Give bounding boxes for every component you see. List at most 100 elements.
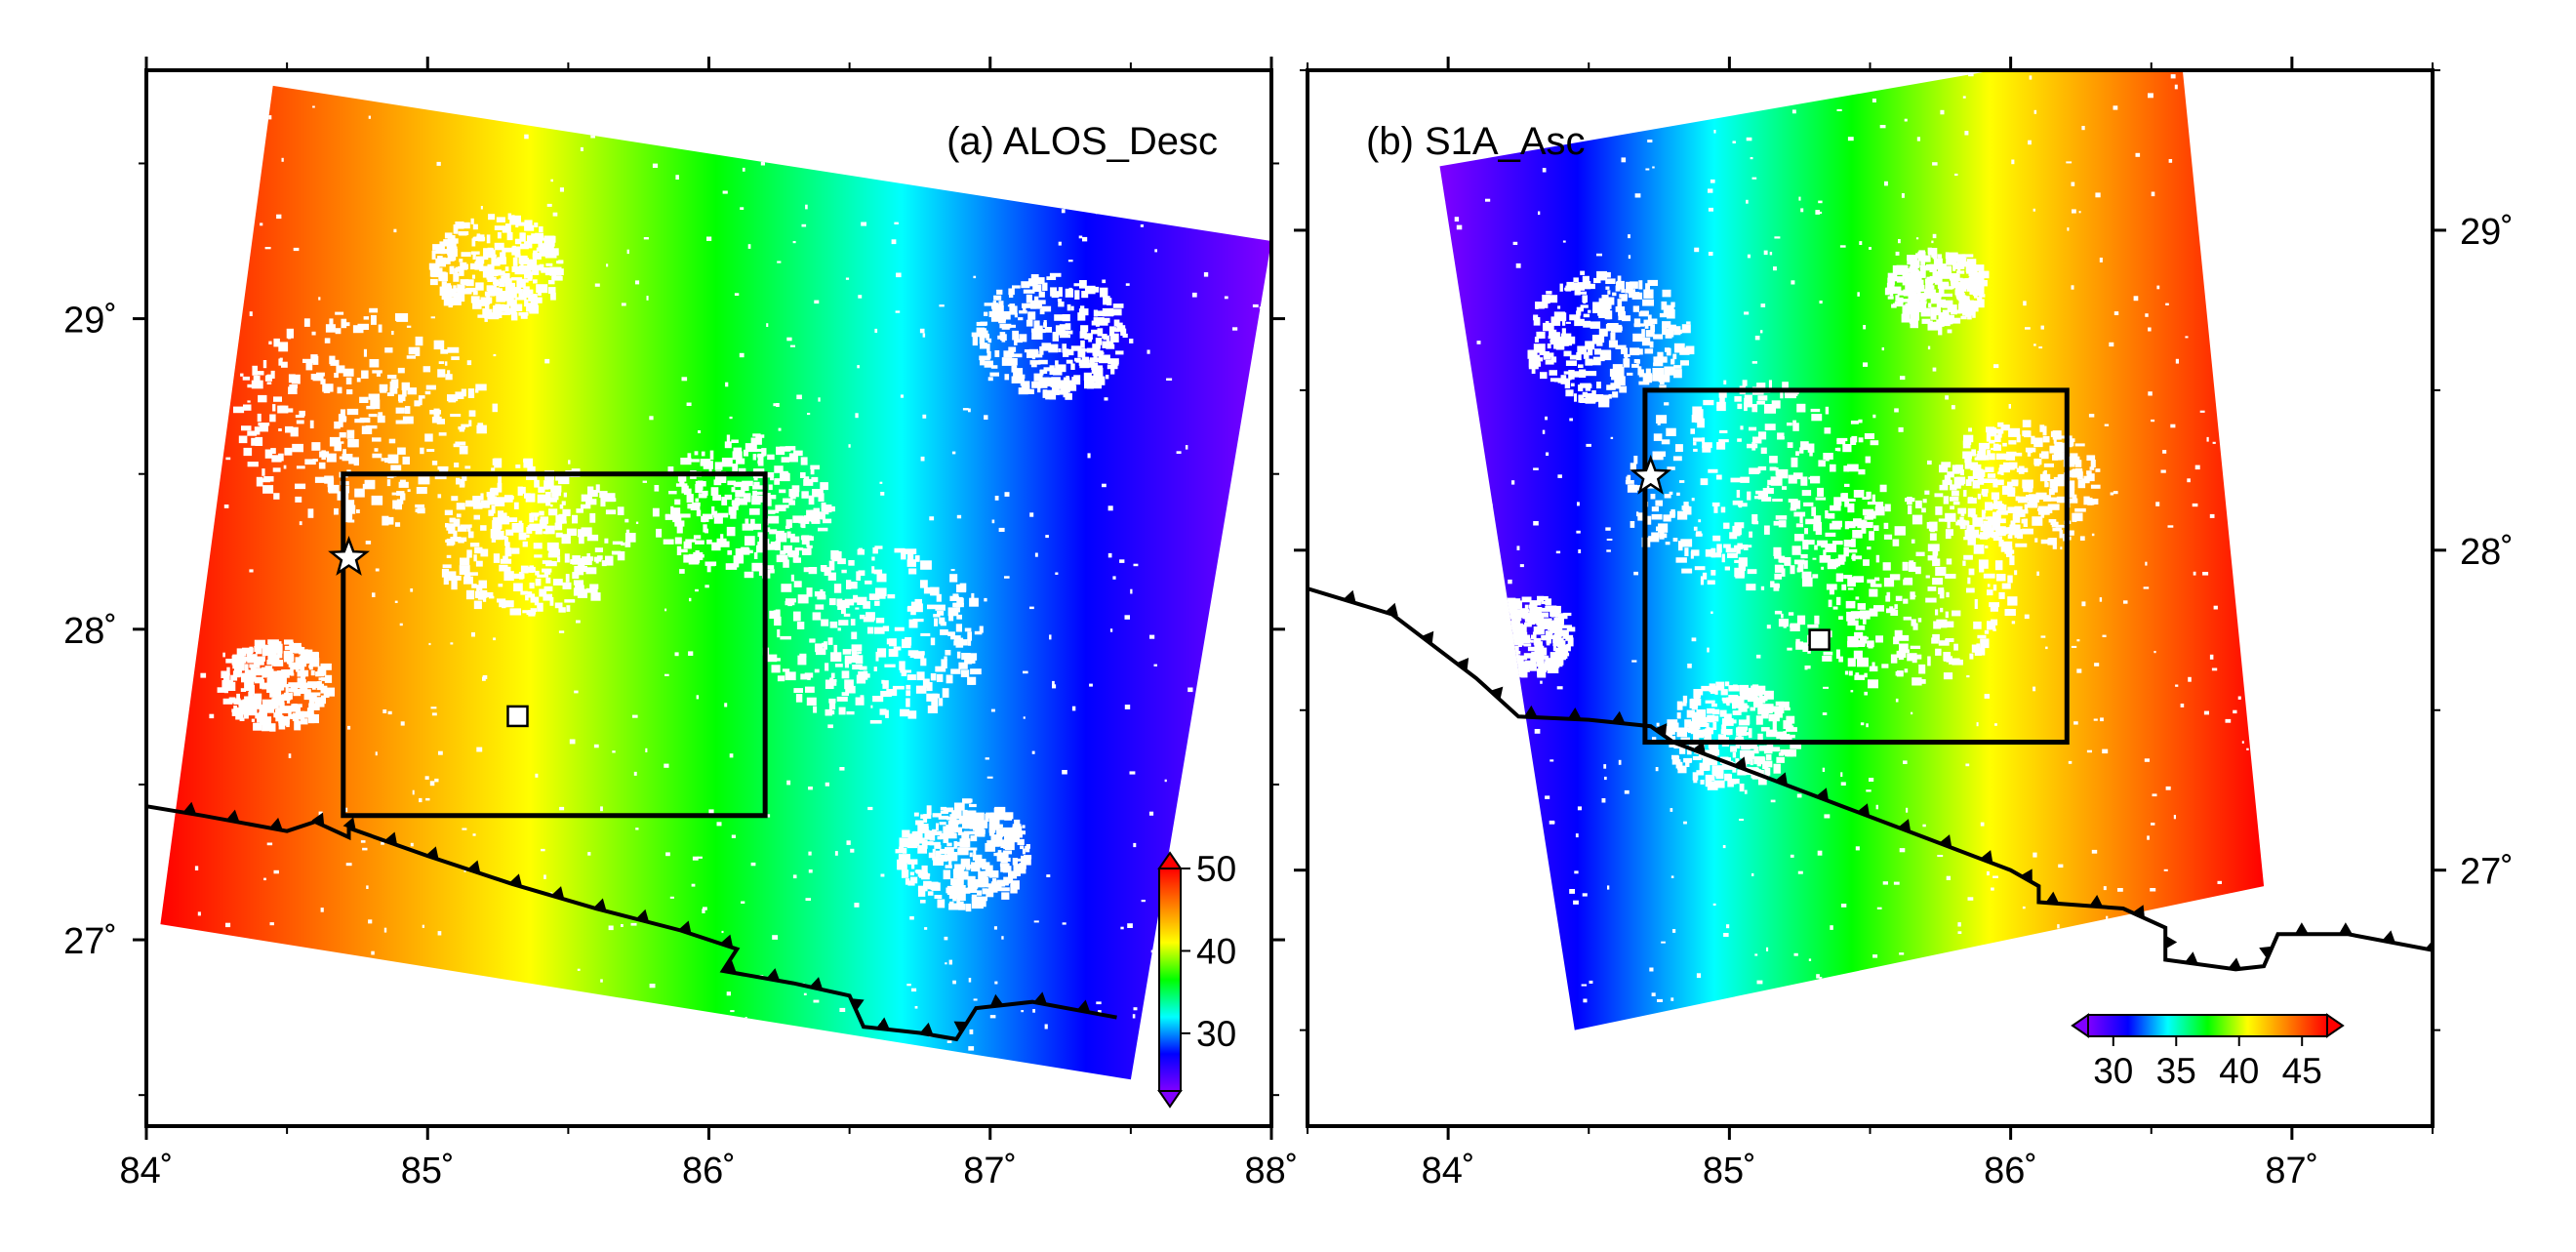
incoherent-pixel bbox=[1879, 484, 1887, 493]
incoherent-pixel bbox=[273, 869, 279, 874]
incoherent-pixel bbox=[986, 343, 990, 353]
incoherent-pixel bbox=[2165, 303, 2169, 305]
incoherent-pixel bbox=[1675, 759, 1681, 769]
incoherent-pixel bbox=[451, 356, 460, 360]
incoherent-pixel bbox=[1014, 869, 1021, 876]
incoherent-pixel bbox=[731, 487, 736, 493]
incoherent-pixel bbox=[1589, 980, 1593, 984]
incoherent-pixel bbox=[1776, 756, 1785, 763]
incoherent-pixel bbox=[1883, 578, 1895, 587]
incoherent-pixel bbox=[1075, 359, 1080, 363]
incoherent-pixel bbox=[1856, 641, 1866, 646]
incoherent-pixel bbox=[689, 597, 692, 602]
incoherent-pixel bbox=[1511, 721, 1516, 726]
incoherent-pixel bbox=[1649, 967, 1654, 972]
incoherent-pixel bbox=[1760, 586, 1765, 590]
incoherent-pixel bbox=[1592, 356, 1605, 362]
incoherent-pixel bbox=[1679, 703, 1687, 707]
incoherent-pixel bbox=[1558, 613, 1568, 620]
incoherent-pixel bbox=[257, 413, 262, 423]
incoherent-pixel bbox=[1808, 958, 1812, 961]
incoherent-pixel bbox=[897, 862, 906, 870]
incoherent-pixel bbox=[2180, 704, 2185, 707]
incoherent-pixel bbox=[1096, 310, 1107, 317]
incoherent-pixel bbox=[997, 850, 1002, 855]
incoherent-pixel bbox=[975, 812, 985, 823]
incoherent-pixel bbox=[1517, 641, 1522, 647]
incoherent-pixel bbox=[1524, 604, 1529, 609]
incoherent-pixel bbox=[1795, 451, 1799, 456]
incoherent-pixel bbox=[374, 448, 379, 452]
incoherent-pixel bbox=[2205, 185, 2211, 190]
incoherent-pixel bbox=[999, 1077, 1006, 1080]
incoherent-pixel bbox=[965, 904, 972, 912]
incoherent-pixel bbox=[2091, 849, 2098, 854]
incoherent-pixel bbox=[1017, 838, 1025, 845]
incoherent-pixel bbox=[804, 520, 810, 524]
incoherent-pixel bbox=[797, 655, 807, 666]
incoherent-pixel bbox=[550, 248, 559, 256]
incoherent-pixel bbox=[221, 670, 230, 678]
incoherent-pixel bbox=[1869, 531, 1874, 541]
incoherent-pixel bbox=[899, 846, 905, 851]
incoherent-pixel bbox=[645, 747, 648, 752]
incoherent-pixel bbox=[244, 704, 257, 708]
incoherent-pixel bbox=[1735, 702, 1743, 708]
incoherent-pixel bbox=[741, 481, 749, 491]
incoherent-pixel bbox=[907, 859, 918, 865]
incoherent-pixel bbox=[877, 648, 887, 658]
incoherent-pixel bbox=[733, 555, 745, 564]
incoherent-pixel bbox=[1564, 287, 1574, 291]
incoherent-pixel bbox=[486, 271, 490, 280]
incoherent-pixel bbox=[1680, 360, 1689, 366]
incoherent-pixel bbox=[1764, 424, 1776, 430]
incoherent-pixel bbox=[1115, 350, 1124, 355]
incoherent-pixel bbox=[1023, 289, 1035, 294]
incoherent-pixel bbox=[901, 869, 909, 878]
incoherent-pixel bbox=[368, 115, 371, 119]
incoherent-pixel bbox=[459, 426, 464, 432]
incoherent-pixel bbox=[2113, 491, 2118, 495]
incoherent-pixel bbox=[1906, 276, 1912, 286]
incoherent-pixel bbox=[1793, 559, 1805, 565]
incoherent-pixel bbox=[1456, 224, 1463, 230]
incoherent-pixel bbox=[2074, 507, 2086, 512]
incoherent-pixel bbox=[970, 653, 978, 661]
incoherent-pixel bbox=[624, 542, 631, 547]
incoherent-pixel bbox=[1897, 634, 1910, 641]
incoherent-pixel bbox=[768, 515, 780, 524]
incoherent-pixel bbox=[470, 296, 480, 303]
incoherent-pixel bbox=[1985, 466, 1994, 472]
incoherent-pixel bbox=[654, 485, 660, 492]
incoherent-pixel bbox=[307, 714, 319, 724]
incoherent-pixel bbox=[1908, 273, 1915, 280]
incoherent-pixel bbox=[1124, 615, 1130, 620]
incoherent-pixel bbox=[1950, 497, 1959, 502]
incoherent-pixel bbox=[998, 882, 1009, 886]
incoherent-pixel bbox=[1858, 437, 1864, 443]
incoherent-pixel bbox=[234, 209, 240, 212]
incoherent-pixel bbox=[1939, 589, 1945, 599]
incoherent-pixel bbox=[1562, 240, 1566, 243]
incoherent-pixel bbox=[727, 549, 733, 555]
incoherent-pixel bbox=[456, 513, 462, 518]
incoherent-pixel bbox=[456, 503, 465, 510]
incoherent-pixel bbox=[543, 237, 555, 247]
incoherent-pixel bbox=[473, 600, 482, 610]
incoherent-pixel bbox=[935, 850, 942, 858]
incoherent-pixel bbox=[1966, 527, 1970, 536]
incoherent-pixel bbox=[580, 146, 584, 151]
incoherent-pixel bbox=[1529, 603, 1536, 613]
incoherent-pixel bbox=[1596, 341, 1603, 346]
incoherent-pixel bbox=[1762, 488, 1774, 494]
incoherent-pixel bbox=[1791, 734, 1795, 739]
incoherent-pixel bbox=[581, 527, 592, 537]
incoherent-pixel bbox=[1738, 503, 1748, 507]
incoherent-pixel bbox=[266, 720, 271, 724]
incoherent-pixel bbox=[932, 828, 937, 835]
incoherent-pixel bbox=[550, 179, 553, 182]
incoherent-pixel bbox=[1903, 616, 1912, 621]
incoherent-pixel bbox=[906, 684, 911, 690]
incoherent-pixel bbox=[362, 483, 369, 489]
incoherent-pixel bbox=[1494, 634, 1504, 643]
